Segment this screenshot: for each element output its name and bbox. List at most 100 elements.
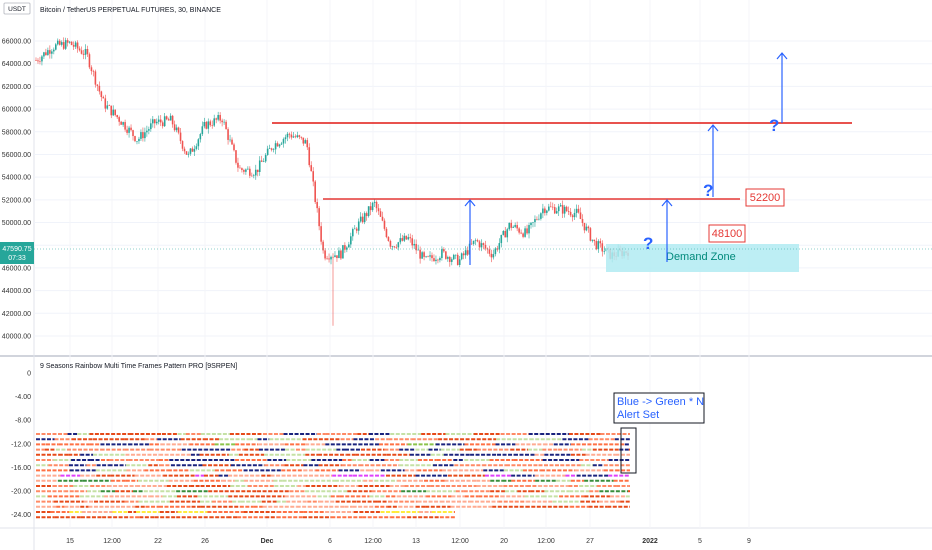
level-48100-box[interactable] <box>708 224 746 243</box>
candle-body[interactable] <box>439 258 441 261</box>
candle-body[interactable] <box>330 256 332 260</box>
candle-body[interactable] <box>387 237 390 241</box>
candle-body[interactable] <box>167 119 170 121</box>
candle-body[interactable] <box>189 148 192 154</box>
candle-body[interactable] <box>58 40 61 45</box>
candle-body[interactable] <box>361 216 364 223</box>
candle-body[interactable] <box>128 127 130 133</box>
candle-body[interactable] <box>359 216 362 222</box>
candle-body[interactable] <box>540 213 542 219</box>
candle-body[interactable] <box>429 255 431 257</box>
candle-body[interactable] <box>577 208 580 213</box>
candle-body[interactable] <box>375 201 378 209</box>
candle-body[interactable] <box>221 120 223 123</box>
candle-body[interactable] <box>207 121 210 129</box>
candle-body[interactable] <box>575 208 578 213</box>
candle-body[interactable] <box>304 140 307 144</box>
candle-body[interactable] <box>425 256 427 257</box>
candle-body[interactable] <box>136 141 138 142</box>
candle-body[interactable] <box>249 168 251 176</box>
candle-body[interactable] <box>280 143 283 145</box>
candle-body[interactable] <box>110 105 113 116</box>
candle-body[interactable] <box>74 42 77 47</box>
demand-zone-box[interactable] <box>606 244 799 272</box>
candle-body[interactable] <box>47 50 49 56</box>
candle-body[interactable] <box>581 218 584 223</box>
candle-body[interactable] <box>39 61 41 62</box>
candle-body[interactable] <box>298 135 301 137</box>
time-axis[interactable]: 15 12:00 22 26 Dec 6 12:00 13 12:00 20 12:00 27 2022… <box>66 538 751 545</box>
candle-body[interactable] <box>559 205 562 207</box>
candle-body[interactable] <box>597 241 600 250</box>
candle-body[interactable] <box>472 240 475 244</box>
candle-body[interactable] <box>100 91 103 98</box>
candle-body[interactable] <box>300 136 303 138</box>
candle-body[interactable] <box>118 117 120 122</box>
candle-body[interactable] <box>379 211 382 217</box>
candle-body[interactable] <box>233 144 235 151</box>
candle-body[interactable] <box>157 119 160 122</box>
candle-body[interactable] <box>253 175 255 177</box>
candle-body[interactable] <box>367 206 370 217</box>
candle-body[interactable] <box>197 139 200 147</box>
candle-body[interactable] <box>496 248 499 250</box>
candle-body[interactable] <box>205 122 208 129</box>
candle-body[interactable] <box>274 143 277 150</box>
candle-body[interactable] <box>334 255 336 257</box>
candle-body[interactable] <box>245 169 247 172</box>
arrows[interactable] <box>464 52 788 265</box>
candle-body[interactable] <box>154 119 156 124</box>
candle-body[interactable] <box>595 241 598 250</box>
candle-body[interactable] <box>165 116 168 120</box>
candle-body[interactable] <box>326 258 328 260</box>
candle-body[interactable] <box>589 228 592 241</box>
indicator-axis[interactable]: 0 -4.00 -8.00 -12.00 -16.00 -20.00 -24.00 <box>11 371 31 520</box>
candle-body[interactable] <box>49 50 51 54</box>
candle-body[interactable] <box>506 229 509 238</box>
candle-body[interactable] <box>215 118 217 120</box>
candle-body[interactable] <box>179 132 182 142</box>
candle-body[interactable] <box>155 121 158 124</box>
candle-body[interactable] <box>401 238 404 241</box>
candle-body[interactable] <box>365 213 368 217</box>
candle-body[interactable] <box>449 256 451 262</box>
candle-body[interactable] <box>447 256 449 259</box>
candle-body[interactable] <box>409 237 412 239</box>
candle-body[interactable] <box>51 51 53 54</box>
candle-body[interactable] <box>144 132 146 139</box>
candle-body[interactable] <box>456 254 459 265</box>
candle-body[interactable] <box>563 206 566 214</box>
candle-body[interactable] <box>484 244 487 249</box>
candle-body[interactable] <box>357 221 360 231</box>
candle-body[interactable] <box>413 243 415 246</box>
current-price-tag[interactable] <box>0 242 34 264</box>
candle-body[interactable] <box>571 215 574 218</box>
candle-body[interactable] <box>120 121 122 125</box>
candle-body[interactable] <box>177 127 180 133</box>
candle-body[interactable] <box>264 155 267 162</box>
candle-body[interactable] <box>262 161 265 162</box>
candle-body[interactable] <box>470 243 473 245</box>
candle-body[interactable] <box>553 207 556 214</box>
candle-body[interactable] <box>510 222 512 228</box>
candle-body[interactable] <box>445 251 447 259</box>
candle-body[interactable] <box>112 109 115 116</box>
candle-body[interactable] <box>173 124 176 131</box>
candle-body[interactable] <box>88 54 91 68</box>
candle-body[interactable] <box>565 206 568 212</box>
candle-body[interactable] <box>223 121 225 123</box>
candle-body[interactable] <box>480 243 483 248</box>
candle-body[interactable] <box>62 42 65 49</box>
candle-body[interactable] <box>148 129 150 131</box>
candle-body[interactable] <box>342 245 344 259</box>
candle-body[interactable] <box>579 212 582 219</box>
candle-body[interactable] <box>181 141 184 149</box>
candle-body[interactable] <box>391 246 394 247</box>
candle-body[interactable] <box>316 202 318 209</box>
candle-body[interactable] <box>78 48 81 51</box>
candle-body[interactable] <box>203 122 206 127</box>
candle-body[interactable] <box>268 148 271 150</box>
candle-body[interactable] <box>514 225 516 227</box>
candle-body[interactable] <box>522 233 524 237</box>
candle-body[interactable] <box>163 116 166 127</box>
